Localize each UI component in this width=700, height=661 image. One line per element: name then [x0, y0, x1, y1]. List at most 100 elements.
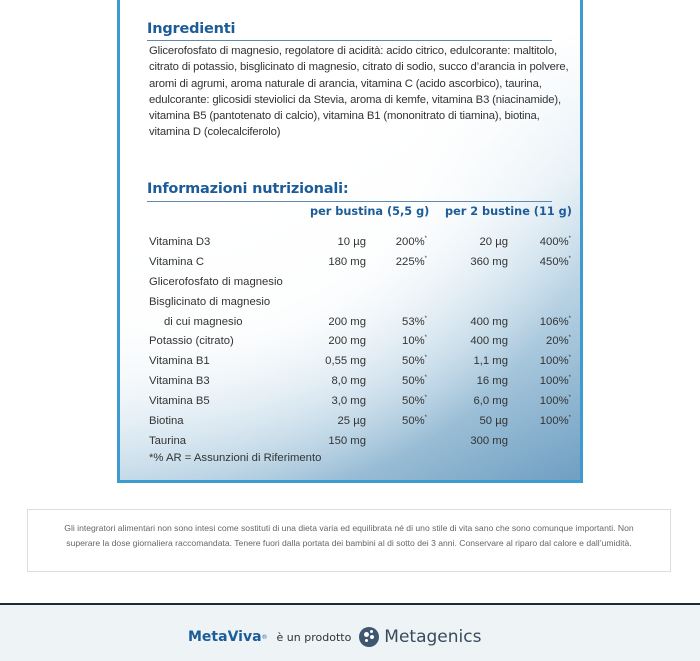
ar-percent-per-2-sachets: 106%* [508, 312, 571, 332]
product-text: è un prodotto [276, 630, 352, 644]
footnote-marker: * [424, 355, 427, 362]
ar-percent-per-2-sachets [508, 431, 571, 451]
nutrient-name: Vitamina B3 [149, 371, 314, 391]
ar-percent-per-2-sachets [508, 272, 571, 292]
nutrient-name-text: Vitamina B5 [149, 395, 210, 408]
ar-percent-per-sachet: 50%* [366, 411, 427, 431]
footnote-marker: * [568, 315, 571, 322]
nutrition-row: Glicerofosfato di magnesio [149, 272, 571, 292]
amount-per-sachet: 150 mg [314, 431, 366, 451]
ar-percent-per-sachet [366, 431, 427, 451]
footnote-marker: * [568, 355, 571, 362]
amount-per-2-sachets: 300 mg [427, 431, 508, 451]
footnote: *% AR = Assunzioni di Riferimento [149, 452, 322, 464]
label-panel: Ingredienti Glicerofosfato di magnesio, … [117, 0, 583, 483]
amount-per-2-sachets: 360 mg [427, 252, 508, 272]
amount-per-2-sachets-text: 20 µg [479, 235, 509, 248]
amount-per-sachet-text: 3,0 mg [331, 395, 366, 408]
footnote-marker: * [568, 235, 571, 242]
footnote-marker: * [568, 335, 571, 342]
registered-mark: ® [261, 633, 268, 641]
column-header-per-sachet: per bustina (5,5 g) [310, 205, 430, 218]
amount-per-2-sachets: 400 mg [427, 312, 508, 332]
ar-percent-per-sachet: 50%* [366, 371, 427, 391]
amount-per-2-sachets-text: 16 mg [476, 375, 508, 388]
panel-background [120, 0, 580, 480]
footnote-marker: * [424, 414, 427, 421]
footnote-marker: * [568, 375, 571, 382]
amount-per-sachet: 180 mg [314, 252, 366, 272]
amount-per-2-sachets-text: 1,1 mg [473, 355, 508, 368]
ingredients-text: Glicerofosfato di magnesio, regolatore d… [149, 45, 569, 139]
nutrient-name: di cui magnesio [149, 312, 314, 332]
brand-line: MetaViva ® è un prodotto Metagenics [188, 627, 481, 647]
ingredients-rule [147, 40, 552, 41]
amount-per-2-sachets: 400 mg [427, 331, 508, 351]
nutrient-name-text: Vitamina B3 [149, 375, 210, 388]
ar-percent-per-sachet [366, 292, 427, 312]
ar-percent-per-sachet: 225%* [366, 252, 427, 272]
amount-per-2-sachets: 20 µg [427, 232, 509, 252]
amount-per-2-sachets [427, 292, 508, 312]
nutrient-name-text: Vitamina C [149, 255, 205, 268]
amount-per-2-sachets-text: 360 mg [470, 255, 508, 268]
nutrient-name-text: Potassio (citrato) [149, 335, 234, 348]
amount-per-sachet: 3,0 mg [314, 391, 366, 411]
footnote-marker: * [424, 255, 427, 262]
amount-per-2-sachets: 1,1 mg [427, 351, 508, 371]
ar-percent-per-2-sachets-text: 100% [539, 414, 569, 427]
ar-percent-per-sachet: 53%* [366, 312, 427, 332]
amount-per-sachet-text: 0,55 mg [325, 355, 366, 368]
nutrition-row: Vitamina B5 3,0 mg 50%* 6,0 mg 100%* [149, 391, 571, 411]
ar-percent-per-2-sachets-text: 20% [546, 335, 569, 348]
ar-percent-per-2-sachets: 100%* [508, 351, 571, 371]
amount-per-sachet [314, 292, 366, 312]
amount-per-sachet: 25 µg [314, 411, 367, 431]
amount-per-2-sachets: 50 µg [427, 411, 509, 431]
ar-percent-per-2-sachets: 100%* [508, 391, 571, 411]
disclaimer-text: Gli integratori alimentari non sono inte… [64, 523, 634, 548]
amount-per-2-sachets-text: 50 µg [479, 414, 509, 427]
nutrient-name: Biotina [149, 411, 314, 431]
ar-percent-per-2-sachets-text: 450% [539, 255, 569, 268]
ar-percent-per-sachet: 10%* [366, 331, 427, 351]
amount-per-sachet-text: 10 µg [337, 235, 367, 248]
footnote-marker: * [568, 414, 571, 421]
amount-per-2-sachets: 6,0 mg [427, 391, 508, 411]
amount-per-2-sachets-text: 300 mg [470, 434, 508, 447]
ar-percent-per-sachet-text: 50% [402, 414, 425, 427]
nutrient-name-text: Glicerofosfato di magnesio [149, 275, 283, 288]
nutrient-name: Vitamina B1 [149, 351, 314, 371]
ar-percent-per-sachet: 200%* [366, 232, 427, 252]
footnote-marker: * [568, 255, 571, 262]
amount-per-2-sachets: 16 mg [427, 371, 508, 391]
amount-per-sachet: 8,0 mg [314, 371, 366, 391]
amount-per-sachet: 0,55 mg [314, 351, 366, 371]
ar-percent-per-sachet [366, 272, 427, 292]
footnote-marker: * [424, 375, 427, 382]
nutrition-row: Vitamina B3 8,0 mg 50%* 16 mg 100%* [149, 371, 571, 391]
ar-percent-per-sachet-text: 50% [402, 395, 425, 408]
nutrition-row: Bisglicinato di magnesio [149, 292, 571, 312]
nutrition-table: Vitamina D3 10 µg 200%* 20 µg 400%* Vitamina … [149, 232, 571, 451]
footnote-marker: * [424, 315, 427, 322]
nutrient-name-text: Bisglicinato di magnesio [149, 295, 271, 308]
column-header-per-2-sachets: per 2 bustine (11 g) [445, 205, 572, 218]
nutrition-row: Taurina 150 mg 300 mg [149, 431, 571, 451]
brand-name: MetaViva [188, 629, 262, 645]
ar-percent-per-sachet: 50%* [366, 351, 427, 371]
nutrition-row: Vitamina C 180 mg 225%* 360 mg 450%* [149, 252, 571, 272]
nutrition-rule [147, 201, 552, 202]
amount-per-sachet: 10 µg [314, 232, 367, 252]
company-name: Metagenics [384, 627, 482, 647]
nutrient-name: Taurina [149, 431, 314, 451]
nutrient-name: Bisglicinato di magnesio [149, 292, 314, 312]
ar-percent-per-2-sachets-text: 100% [539, 375, 569, 388]
metagenics-logo-icon [359, 627, 380, 647]
nutrient-name-text: Taurina [149, 434, 187, 447]
amount-per-2-sachets-text: 400 mg [470, 315, 508, 328]
ar-percent-per-sachet-text: 225% [395, 255, 425, 268]
amount-per-2-sachets [427, 272, 508, 292]
nutrition-row: di cui magnesio 200 mg 53%* 400 mg 106%* [149, 312, 571, 332]
ar-percent-per-2-sachets: 100%* [508, 371, 571, 391]
